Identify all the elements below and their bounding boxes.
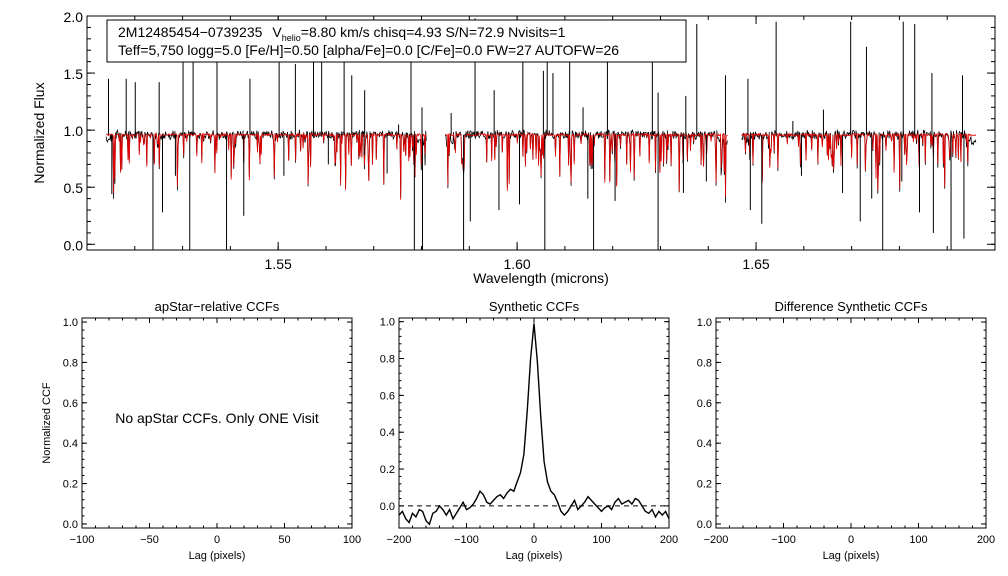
info-box-frame [106, 19, 687, 63]
spectrum-xtick-label: 1.55 [265, 256, 292, 272]
spectrum-panel: 1.55 1.60 1.65 0.0 0.5 1.0 1.5 2.0 Wavelength (… [31, 9, 996, 286]
apstar-ccf-panel: apStar−relative CCFs −100 −50 0 50 100 0.0 0.2… [41, 299, 361, 562]
synthetic-ccf-ticks: −200 −100 0 100 200 0.0 0.2 0.4 0.6 0.8 1.0 [380, 317, 678, 546]
apstar-ccf-ytick-label: 0.8 [63, 357, 78, 369]
apstar-ccf-xtick-label: 0 [214, 534, 220, 546]
spectrum-x-axis-label: Wavelength (microns) [473, 270, 609, 286]
synthetic-ccf-ytick-label: 0.2 [380, 464, 395, 476]
spectrum-ytick-label: 2.0 [64, 9, 84, 25]
synthetic-ccf-ytick-label: 0.4 [380, 427, 395, 439]
difference-ccf-ytick-label: 1.0 [697, 317, 712, 329]
spectrum-ytick-label: 0.5 [64, 180, 84, 196]
spectrum-xtick-label: 1.60 [503, 256, 530, 272]
synthetic-ccf-curve [398, 323, 670, 526]
difference-ccf-ytick-label: 0.4 [697, 438, 712, 450]
no-ccf-message: No apStar CCFs. Only ONE Visit [115, 410, 319, 426]
difference-ccf-xtick-label: 100 [909, 534, 927, 546]
model-spectrum-chip-3 [741, 132, 977, 191]
synthetic-ccf-xtick-label: −100 [454, 534, 479, 546]
apstar-ccf-ytick-label: 0.6 [63, 398, 78, 410]
synthetic-ccf-xtick-label: −200 [387, 534, 412, 546]
star-id: 2M12485454−0739235 [118, 24, 263, 40]
synthetic-ccf-axes-frame [398, 317, 670, 529]
observed-spectrum-chip-2 [445, 128, 728, 203]
apstar-ccf-xtick-label: −100 [70, 534, 95, 546]
spectrum-axes-frame [86, 15, 996, 251]
apstar-ccf-x-axis-label: Lag (pixels) [189, 550, 246, 562]
spectrum-plot-area [105, 18, 977, 250]
difference-ccf-title: Difference Synthetic CCFs [775, 299, 928, 314]
difference-ccf-ytick-label: 0.6 [697, 398, 712, 410]
difference-ccf-xtick-label: 0 [848, 534, 854, 546]
difference-ccf-ytick-label: 0.8 [697, 357, 712, 369]
synthetic-ccf-xtick-label: 0 [531, 534, 537, 546]
synthetic-ccf-xtick-label: 200 [660, 534, 678, 546]
difference-ccf-ytick-label: 0.2 [697, 479, 712, 491]
difference-ccf-x-axis-label: Lag (pixels) [823, 550, 880, 562]
spectrum-ytick-label: 1.5 [64, 66, 84, 82]
info-line-1: 2M12485454−0739235 Vhelio=8.80 km/s chisq… [118, 24, 566, 43]
vhelio-subscript: helio [282, 33, 301, 43]
apstar-ccf-ytick-label: 0.2 [63, 479, 78, 491]
spectrum-ytick-label: 0.0 [64, 237, 84, 253]
apstar-ccf-ticks: −100 −50 0 50 100 0.0 0.2 0.4 0.6 0.8 1.0 [63, 317, 361, 546]
difference-ccf-panel: Difference Synthetic CCFs −200 −100 0 100 20… [697, 299, 995, 562]
difference-ccf-ticks: −200 −100 0 100 200 0.0 0.2 0.4 0.6 0.8 1.0 [697, 317, 995, 546]
apstar-ccf-xtick-label: 100 [343, 534, 361, 546]
difference-ccf-axes-frame [715, 317, 987, 529]
difference-ccf-ytick-label: 0.0 [697, 519, 712, 531]
info-line-2: Teff=5,750 logg=5.0 [Fe/H]=0.50 [alpha/F… [118, 42, 619, 58]
info-box: 2M12485454−0739235 Vhelio=8.80 km/s chisq… [106, 19, 687, 63]
apstar-ccf-title: apStar−relative CCFs [155, 299, 280, 314]
spectrum-y-axis-label: Normalized Flux [31, 82, 47, 183]
apstar-ccf-y-axis-label: Normalized CCF [41, 382, 53, 464]
apstar-ccf-xtick-label: 50 [278, 534, 290, 546]
spectrum-xtick-label: 1.65 [742, 256, 769, 272]
difference-ccf-xtick-label: 200 [977, 534, 995, 546]
apstar-ccf-xtick-label: −50 [140, 534, 159, 546]
synthetic-ccf-plot-area [398, 323, 670, 526]
synthetic-ccf-x-axis-label: Lag (pixels) [506, 550, 563, 562]
fit-stats: =8.80 km/s chisq=4.93 S/N=72.9 Nvisits=1 [301, 24, 566, 40]
synthetic-ccf-title: Synthetic CCFs [489, 299, 580, 314]
apstar-ccf-ytick-label: 0.4 [63, 438, 78, 450]
synthetic-ccf-panel: Synthetic CCFs −200 −100 0 100 200 0.0 0.2 0.4 0… [380, 299, 678, 562]
vhelio-symbol: V [272, 24, 282, 40]
synthetic-ccf-xtick-label: 100 [592, 534, 610, 546]
apstar-ccf-ytick-label: 1.0 [63, 317, 78, 329]
observed-spectrum-chip-3 [741, 129, 977, 194]
model-spectrum-chip-2 [445, 132, 728, 198]
spectrum-ticks: 1.55 1.60 1.65 0.0 0.5 1.0 1.5 2.0 [64, 9, 995, 272]
synthetic-ccf-ytick-label: 0.6 [380, 390, 395, 402]
synthetic-ccf-ytick-label: 0.8 [380, 354, 395, 366]
model-spectrum-chip-1 [106, 132, 427, 200]
spectrum-ytick-label: 1.0 [64, 123, 84, 139]
difference-ccf-xtick-label: −200 [704, 534, 729, 546]
synthetic-ccf-ytick-label: 1.0 [380, 317, 395, 329]
synthetic-ccf-ytick-label: 0.0 [380, 501, 395, 513]
apstar-ccf-ytick-label: 0.0 [63, 519, 78, 531]
difference-ccf-xtick-label: −100 [771, 534, 796, 546]
